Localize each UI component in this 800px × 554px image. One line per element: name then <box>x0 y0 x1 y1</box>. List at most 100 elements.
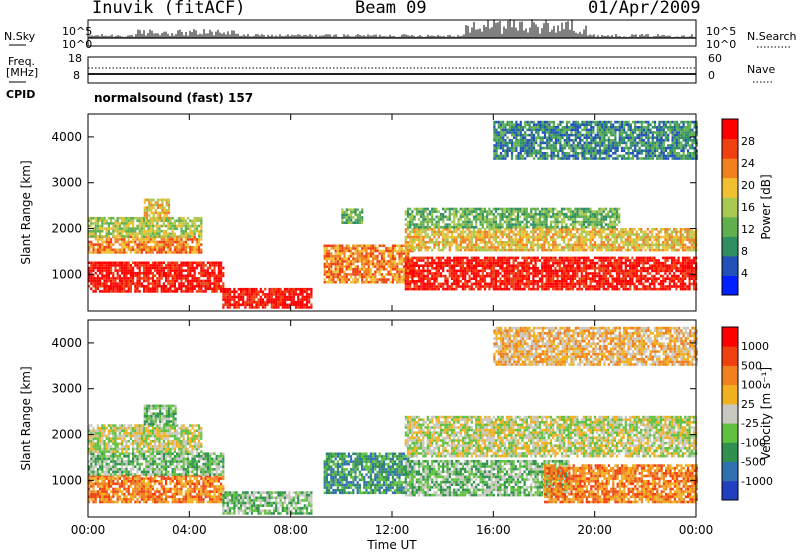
nsearch-label: N.Search <box>747 30 797 43</box>
velocity-colorbar-label-6: -500 <box>741 456 766 469</box>
power-region-4 <box>222 287 313 309</box>
velocity-region-5 <box>323 452 414 495</box>
nsearch-tick-bottom: 10^0 <box>706 38 737 51</box>
velocity-region-8 <box>404 415 698 458</box>
velocity-ytick-label-3: 4000 <box>51 336 82 350</box>
power-region-10 <box>493 120 698 160</box>
beam-title: Beam 09 <box>355 0 427 18</box>
velocity-colorbar-label-2: 100 <box>741 379 762 392</box>
velocity-colorbar-label-0: 1000 <box>741 340 769 353</box>
nsky-label: N.Sky <box>4 30 36 43</box>
freq-panel-frame <box>87 56 697 84</box>
power-colorbar-label-4: 12 <box>741 223 755 236</box>
power-colorbar-label-6: 4 <box>741 267 748 280</box>
velocity-colorbar-swatch-5 <box>722 384 738 405</box>
power-region-1 <box>88 235 203 254</box>
nsky-tick-bottom: 10^0 <box>62 38 93 51</box>
velocity-ytick-label-0: 1000 <box>51 473 82 487</box>
velocity-colorbar-swatch-3 <box>722 423 738 443</box>
power-colorbar-title: Power [dB] <box>759 174 773 239</box>
velocity-colorbar-label-5: -100 <box>741 436 766 449</box>
velocity-region-7 <box>544 464 698 504</box>
nsearch-tick-top: 10^5 <box>706 25 737 38</box>
xtick-label-3: 12:00 <box>375 523 410 537</box>
power-region-8 <box>404 228 698 252</box>
velocity-colorbar-swatch-1 <box>722 461 738 482</box>
xtick-label-4: 16:00 <box>476 523 511 537</box>
power-colorbar-swatch-2 <box>722 236 738 257</box>
velocity-colorbar-label-4: -25 <box>741 417 759 430</box>
power-colorbar-frame <box>721 118 739 296</box>
velocity-ytick-label-2: 3000 <box>51 382 82 396</box>
velocity-ytick-label-1: 2000 <box>51 428 82 442</box>
freq-tick-top: 18 <box>68 52 82 65</box>
power-region-2 <box>88 216 203 238</box>
velocity-colorbar-label-3: 25 <box>741 398 755 411</box>
station-title: Inuvik (fitACF) <box>92 0 246 18</box>
power-colorbar-swatch-3 <box>722 216 738 237</box>
date-title: 01/Apr/2009 <box>588 0 701 18</box>
nave-label: Nave <box>747 63 776 76</box>
velocity-region-9 <box>493 326 698 366</box>
power-colorbar-label-1: 24 <box>741 157 755 170</box>
velocity-data <box>88 326 698 515</box>
program-name: normalsound (fast) 157 <box>94 91 254 105</box>
velocity-colorbar-swatch-8 <box>722 327 738 347</box>
power-region-3 <box>143 198 171 220</box>
velocity-region-3 <box>143 404 177 426</box>
power-colorbar-swatch-5 <box>722 177 738 198</box>
power-colorbar-swatch-1 <box>722 255 738 276</box>
freq-unit-label: [MHz] <box>6 66 39 79</box>
xtick-label-1: 04:00 <box>172 523 207 537</box>
power-colorbar-label-2: 20 <box>741 179 755 192</box>
velocity-colorbar-swatch-6 <box>722 365 738 386</box>
power-data <box>88 120 698 309</box>
power-ytick-label-3: 4000 <box>51 130 82 144</box>
xtick-label-6: 00:00 <box>679 523 714 537</box>
power-colorbar-swatch-0 <box>722 275 738 296</box>
velocity-colorbar-swatch-2 <box>722 442 738 462</box>
nave-tick-bottom: 0 <box>708 69 715 82</box>
velocity-colorbar-frame <box>721 326 739 501</box>
cpid-label: CPID <box>6 88 36 101</box>
power-ylabel: Slant Range [km] <box>19 160 33 264</box>
power-colorbar-swatch-4 <box>722 197 738 218</box>
power-colorbar-swatch-8 <box>722 119 738 140</box>
velocity-ylabel: Slant Range [km] <box>19 366 33 470</box>
noise-panel-frame <box>87 19 697 47</box>
power-region-0 <box>88 261 225 293</box>
power-ytick-label-0: 1000 <box>51 267 82 281</box>
velocity-colorbar-swatch-0 <box>722 480 738 501</box>
power-colorbar-swatch-6 <box>722 158 738 179</box>
velocity-region-2 <box>88 424 203 453</box>
power-ytick-label-1: 2000 <box>51 222 82 236</box>
power-colorbar-label-3: 16 <box>741 201 755 214</box>
xtick-label-5: 20:00 <box>577 523 612 537</box>
velocity-colorbar-swatch-4 <box>722 403 738 424</box>
nave-tick-top: 60 <box>708 52 722 65</box>
velocity-region-4 <box>222 491 313 515</box>
power-region-6 <box>341 208 364 224</box>
power-colorbar-label-0: 28 <box>741 135 755 148</box>
power-colorbar-label-5: 8 <box>741 245 748 258</box>
velocity-colorbar-swatch-7 <box>722 346 738 366</box>
xtick-label-0: 00:00 <box>71 523 106 537</box>
power-region-5 <box>323 244 414 284</box>
velocity-region-0 <box>88 474 225 504</box>
velocity-region-6 <box>404 460 570 497</box>
xtick-label-2: 08:00 <box>273 523 308 537</box>
velocity-colorbar-label-1: 500 <box>741 359 762 372</box>
nsearch-series <box>87 19 695 38</box>
velocity-region-1 <box>88 452 225 476</box>
power-ytick-label-2: 3000 <box>51 176 82 190</box>
power-region-9 <box>404 207 621 229</box>
nsky-tick-top: 10^5 <box>62 25 93 38</box>
freq-label: Freq. <box>8 55 36 68</box>
xlabel: Time UT <box>366 538 417 552</box>
velocity-colorbar-label-7: -1000 <box>741 475 773 488</box>
power-region-7 <box>404 256 698 291</box>
power-colorbar-swatch-7 <box>722 138 738 159</box>
velocity-colorbar-title: Velocity [m s⁻¹] <box>759 367 773 460</box>
freq-tick-bottom: 8 <box>73 69 80 82</box>
